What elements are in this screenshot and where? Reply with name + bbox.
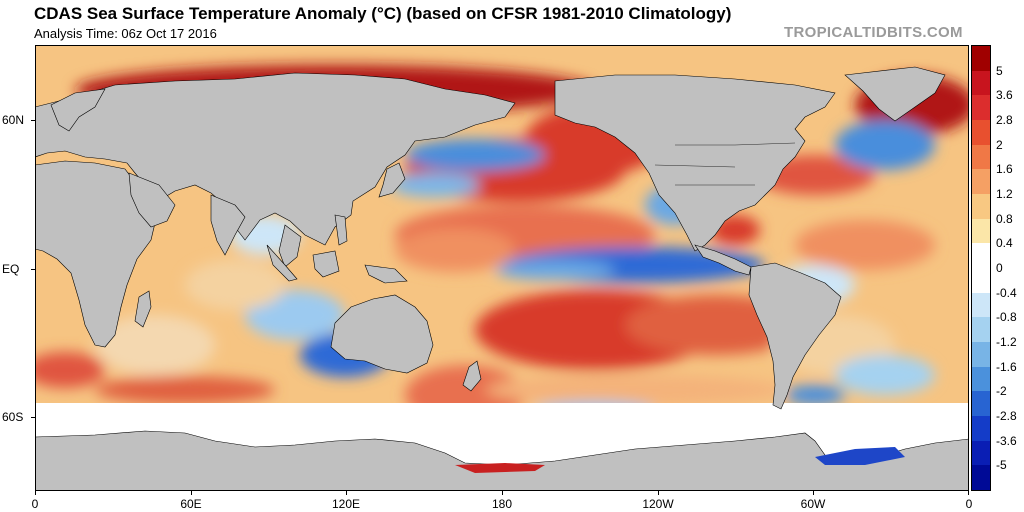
lat-label-60s: 60S [2,410,24,424]
colorbar-label: 0 [996,261,1003,275]
colorbar-segment [972,144,990,170]
lat-label-eq: EQ [2,262,20,276]
lat-tick [31,417,35,418]
colorbar-label: 0.8 [996,211,1013,226]
antarctica-land [35,430,969,491]
colorbar-segment [972,194,990,220]
lon-tick [502,491,503,495]
india-land [210,194,246,256]
borneo-land [312,250,340,278]
colorbar-label: 1.6 [996,162,1013,177]
colorbar-segment [972,120,990,146]
colorbar-segment [972,268,990,294]
lon-label-120w: 120W [642,497,674,511]
lat-tick [31,120,35,121]
map-title: CDAS Sea Surface Temperature Anomaly (°C… [34,4,732,23]
brand-watermark: TROPICALTIDBITS.COM [784,24,963,41]
colorbar-segment [972,292,990,318]
colorbar-label: -0.8 [996,310,1017,325]
lon-label-60w: 60W [800,497,826,511]
colorbar-label: 5 [996,63,1003,78]
australia-land [330,294,434,374]
colorbar-segment [972,416,990,442]
colorbar-label: 3.6 [996,88,1013,103]
colorbar-segment [972,440,990,466]
scandinavia-land [50,88,106,132]
japan-land [378,162,406,198]
colorbar-segment [972,342,990,368]
lon-label-0-right: 0 [965,497,973,511]
greenland-land [844,66,946,122]
colorbar [971,45,991,491]
colorbar-label: -1.6 [996,359,1017,374]
colorbar-label: -0.4 [996,285,1017,300]
north-america-land [554,74,836,252]
colorbar-segment [972,218,990,244]
colorbar-segment [972,70,990,96]
colorbar-segment [972,95,990,121]
weddell-sea-ice-anomaly [815,447,905,465]
lat-label-60n: 60N [2,113,25,127]
colorbar-label: -2.8 [996,409,1017,423]
lon-label-60e: 60E [180,497,202,511]
south-america-land [748,262,842,410]
lat-tick [31,269,35,270]
colorbar-label: -2 [996,384,1007,399]
colorbar-segment [972,243,990,269]
sumatra-land [266,244,298,282]
lon-label-0: 0 [31,497,39,511]
new-guinea-land [364,264,408,284]
colorbar-label: 1.2 [996,187,1013,201]
ross-sea-anomaly [455,463,545,473]
lon-tick [35,491,36,495]
colorbar-label: 0.4 [996,236,1013,251]
se-asia-land [278,224,302,268]
eurasia-land [35,72,516,246]
colorbar-segment [972,317,990,343]
lon-label-120e: 120E [331,497,361,511]
colorbar-label: 2 [996,137,1003,152]
lon-label-180: 180 [491,497,513,511]
land [35,66,946,410]
colorbar-label: -1.2 [996,335,1017,349]
analysis-time: Analysis Time: 06z Oct 17 2016 [34,26,217,41]
colorbar-segment [972,46,990,72]
central-america-land [694,244,752,276]
lon-tick [658,491,659,495]
lon-tick [968,491,969,495]
colorbar-segment [972,391,990,417]
colorbar-label: -3.6 [996,433,1017,448]
sst-anomaly-map [35,45,969,491]
colorbar-segment [972,169,990,195]
colorbar-segment [972,366,990,392]
colorbar-label: -5 [996,458,1007,473]
philippines-land [334,214,348,246]
madagascar-land [134,290,152,328]
colorbar-label: 2.8 [996,113,1013,127]
lon-tick [346,491,347,495]
arabia-land [128,172,176,228]
coastline-details [654,142,796,186]
lon-tick [191,491,192,495]
colorbar-segment [972,465,990,491]
new-zealand-land [462,360,482,392]
lon-tick [813,491,814,495]
